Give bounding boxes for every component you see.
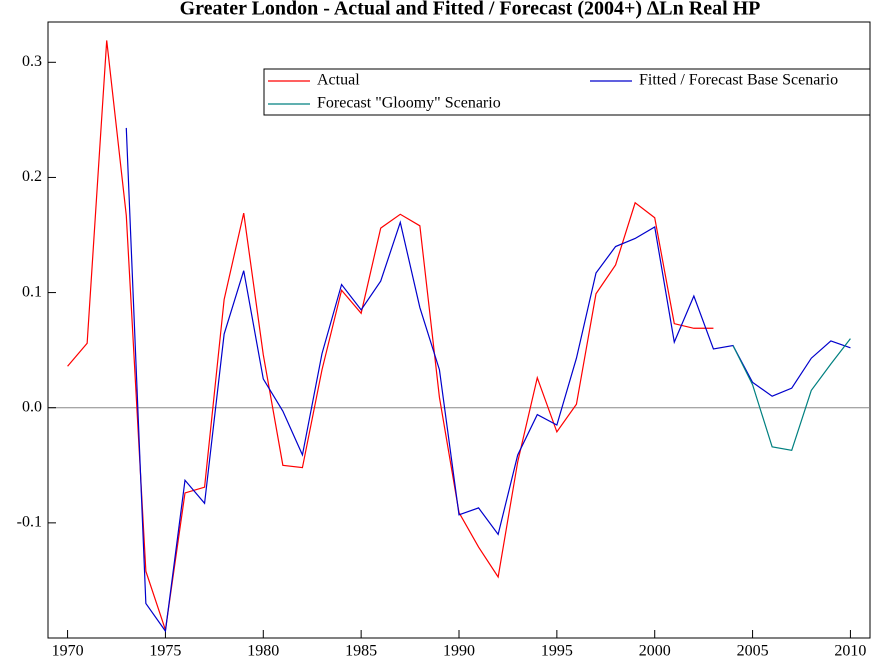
x-tick-label: 1995 (541, 643, 573, 660)
y-tick-label: 0.0 (22, 398, 42, 415)
chart-title: Greater London - Actual and Fitted / For… (180, 0, 761, 20)
legend (263, 68, 871, 116)
series-line (67, 40, 714, 631)
x-tick-label: 1970 (52, 643, 84, 660)
x-tick-label: 1990 (443, 643, 475, 660)
x-tick-label: 2000 (639, 643, 671, 660)
x-tick-label: 1980 (247, 643, 279, 660)
series-line (125, 127, 851, 633)
x-tick-label: 1975 (149, 643, 181, 660)
legend-label: Fitted / Forecast Base Scenario (639, 72, 838, 89)
x-tick-label: 1985 (345, 643, 377, 660)
x-tick-label: 2005 (737, 643, 769, 660)
x-tick-label: 2010 (834, 643, 866, 660)
legend-label: Forecast "Gloomy" Scenario (317, 95, 501, 112)
y-tick-label: 0.2 (22, 168, 42, 185)
y-tick-label: 0.1 (22, 283, 42, 300)
y-tick-label: 0.3 (22, 53, 42, 70)
legend-label: Actual (317, 72, 360, 89)
series-line (732, 338, 851, 452)
y-tick-label: -0.1 (17, 514, 42, 531)
